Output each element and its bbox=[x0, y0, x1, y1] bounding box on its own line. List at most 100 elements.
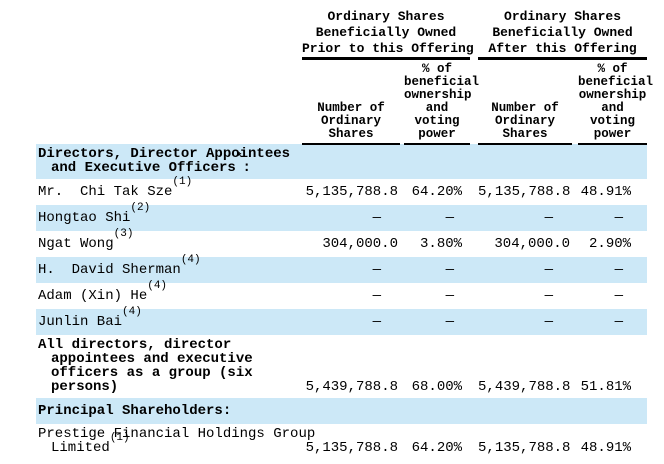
column-gap bbox=[470, 309, 478, 335]
table-row: Principal Shareholders: bbox=[36, 398, 648, 424]
value-cell: 51.81% bbox=[580, 379, 632, 395]
row-label-line: H. David Sherman(4) bbox=[38, 255, 302, 278]
row-label-text: Directors, Director Appointees bbox=[38, 146, 291, 162]
value-cell bbox=[478, 398, 572, 424]
value-cell: 48.91% bbox=[580, 184, 632, 200]
value-cell: 304,000.0 bbox=[494, 236, 571, 252]
value-cell: 5,135,788.8 bbox=[305, 440, 398, 456]
footnote-marker: (2) bbox=[130, 202, 151, 215]
value-cell: — bbox=[544, 288, 554, 304]
footnote-marker: (4) bbox=[180, 254, 201, 267]
row-label-text: All directors, director bbox=[38, 337, 232, 353]
row-label: Adam (Xin) He(4) bbox=[36, 281, 302, 309]
value-cell: — bbox=[445, 210, 455, 226]
value-cell: — bbox=[614, 210, 624, 226]
row-label: Prestige Financial Holdings Group Limited… bbox=[36, 424, 315, 459]
row-label-line: Mr. Chi Tak Sze(1) bbox=[38, 177, 302, 200]
group-header-prior-offering: Ordinary Shares Beneficially Owned Prior… bbox=[302, 8, 474, 60]
table-row: Adam (Xin) He(4) — — — — bbox=[36, 281, 647, 309]
column-gap bbox=[470, 398, 478, 424]
value-cell: — bbox=[614, 262, 624, 278]
value-cell: 3.80% bbox=[420, 236, 463, 252]
row-label-line: Adam (Xin) He(4) bbox=[38, 281, 302, 304]
value-cell: — bbox=[544, 210, 554, 226]
value-cell: — bbox=[614, 314, 624, 330]
row-label: All directors, director appointees and ex… bbox=[36, 335, 302, 398]
row-label-text: Adam (Xin) He bbox=[38, 288, 148, 304]
row-label-text: and Executive Officers bbox=[51, 160, 236, 176]
value-cell bbox=[404, 144, 470, 179]
value-cell bbox=[578, 144, 647, 179]
value-cell: — bbox=[372, 210, 381, 226]
row-label-line: Limited(1) bbox=[38, 433, 302, 456]
row-label: Junlin Bai(4) bbox=[36, 307, 302, 335]
row-label: Ngat Wong(3) bbox=[36, 229, 302, 257]
value-cell: — bbox=[445, 288, 455, 304]
ownership-table: Ordinary Shares Beneficially Owned Prior… bbox=[36, 8, 653, 459]
table-row: Mr. Chi Tak Sze(1) 5,135,788.8 64.20% 5,135… bbox=[36, 177, 647, 205]
row-label-text: persons) bbox=[51, 379, 119, 395]
row-label-text: H. David Sherman bbox=[38, 262, 181, 278]
value-cell: — bbox=[445, 314, 455, 330]
row-label-text: Junlin Bai bbox=[38, 314, 123, 330]
column-gap bbox=[470, 231, 478, 257]
row-label-line: Principal Shareholders: bbox=[38, 404, 302, 418]
value-cell: 5,439,788.8 bbox=[305, 379, 398, 395]
value-cell bbox=[578, 398, 647, 424]
table-row: Prestige Financial Holdings Group Limited… bbox=[36, 424, 647, 459]
column-gap bbox=[470, 179, 478, 205]
row-label-line: Junlin Bai(4) bbox=[38, 307, 302, 330]
row-label-text: Hongtao Shi bbox=[38, 210, 131, 226]
column-gap bbox=[470, 205, 478, 231]
value-cell bbox=[478, 144, 572, 179]
value-cell: — bbox=[445, 262, 455, 278]
table-row: H. David Sherman(4) — — — — bbox=[36, 255, 648, 283]
value-cell: — bbox=[544, 262, 554, 278]
value-cell: 68.00% bbox=[411, 379, 463, 395]
row-label-line: Directors, Director Appointees bbox=[38, 147, 302, 161]
footnote-marker: (1) bbox=[109, 432, 130, 445]
value-cell: 2.90% bbox=[589, 236, 632, 252]
label-column-spacer bbox=[36, 8, 302, 59]
row-label-text: Ngat Wong bbox=[38, 236, 114, 252]
column-header-percent-after: % of beneficial ownership and voting pow… bbox=[578, 58, 653, 145]
row-label: Hongtao Shi(2) bbox=[36, 202, 302, 231]
row-label-line: officers as a group (six bbox=[38, 366, 302, 380]
table-row: Hongtao Shi(2) — — — — bbox=[36, 202, 648, 231]
column-gap bbox=[470, 283, 478, 309]
row-label-line: and Executive Officers*: bbox=[38, 153, 302, 176]
value-cell: 5,439,788.8 bbox=[478, 379, 571, 395]
value-cell: — bbox=[544, 314, 554, 330]
row-label-line: appointees and executive bbox=[38, 352, 302, 366]
footnote-marker: (1) bbox=[172, 176, 193, 189]
column-gap bbox=[470, 424, 478, 459]
footnote-marker: * bbox=[235, 152, 243, 165]
column-header-number-prior: Number of Ordinary Shares bbox=[302, 58, 400, 145]
row-label: Directors, Director Appointees and Execut… bbox=[36, 144, 302, 179]
row-label-text: Mr. Chi Tak Sze bbox=[38, 184, 173, 200]
row-label: H. David Sherman(4) bbox=[36, 255, 302, 283]
group-header-after-offering: Ordinary Shares Beneficially Owned After… bbox=[478, 8, 648, 60]
value-cell: 5,135,788.8 bbox=[478, 440, 571, 456]
table-row: Ngat Wong(3) 304,000.0 3.80% 304,000.0 2.90% bbox=[36, 229, 647, 257]
row-label-text: Prestige Financial Holdings Group bbox=[38, 426, 316, 442]
row-label-text: Limited bbox=[51, 440, 110, 456]
value-cell bbox=[302, 144, 400, 179]
value-cell: 5,135,788.8 bbox=[305, 184, 398, 200]
value-cell: 48.91% bbox=[580, 440, 632, 456]
row-label-text: Principal Shareholders: bbox=[38, 403, 232, 419]
column-gap bbox=[470, 335, 478, 398]
row-label-line: Ngat Wong(3) bbox=[38, 229, 302, 252]
column-header-number-after: Number of Ordinary Shares bbox=[478, 58, 573, 145]
value-cell: — bbox=[372, 288, 381, 304]
value-cell bbox=[404, 398, 470, 424]
table-row: All directors, director appointees and ex… bbox=[36, 335, 647, 398]
value-cell: 64.20% bbox=[411, 184, 463, 200]
row-label-line: persons) bbox=[38, 380, 302, 394]
footnote-marker: (3) bbox=[113, 228, 134, 241]
row-label-text: officers as a group (six bbox=[51, 365, 253, 381]
row-label: Principal Shareholders: bbox=[36, 398, 302, 424]
row-label-text: appointees and executive bbox=[51, 351, 253, 367]
value-cell: 64.20% bbox=[411, 440, 463, 456]
table-row: Junlin Bai(4) — — — — bbox=[36, 307, 648, 335]
